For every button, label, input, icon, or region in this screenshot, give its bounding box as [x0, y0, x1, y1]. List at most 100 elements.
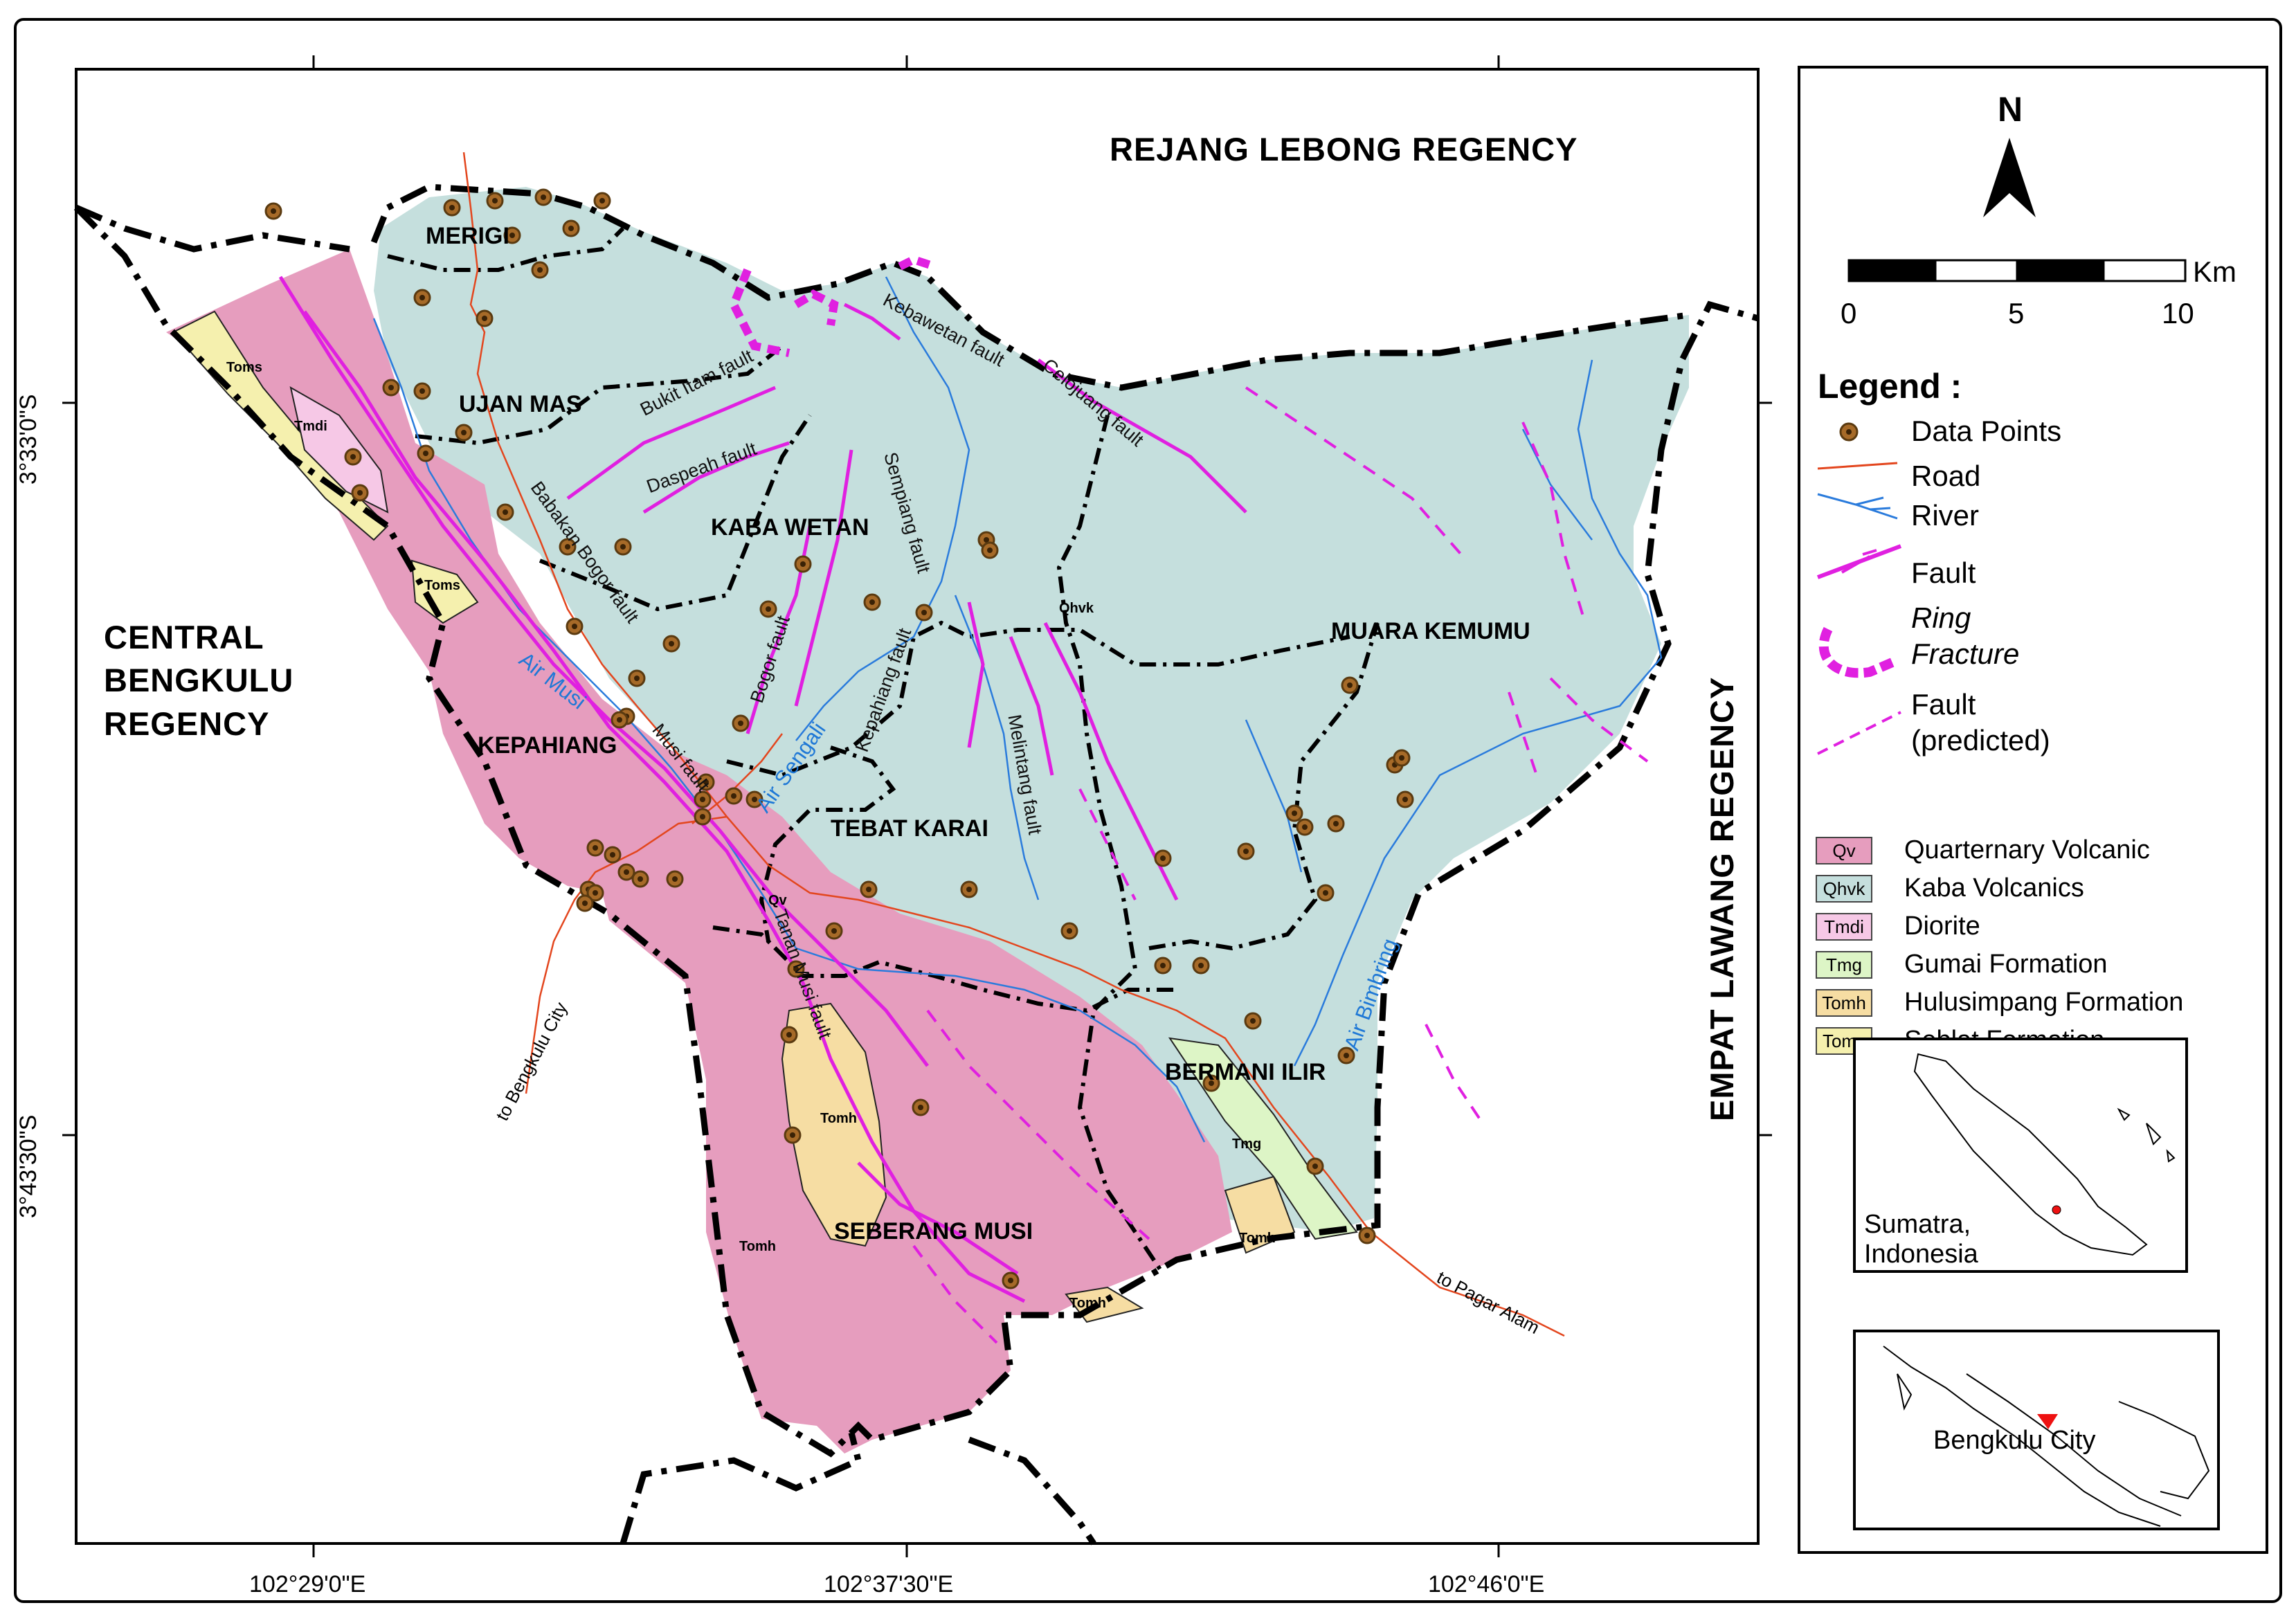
north-arrow-icon	[1983, 138, 2036, 217]
unit-swatch: Tomh	[1816, 989, 1872, 1017]
data-point-center	[1160, 855, 1166, 861]
data-point-center	[492, 198, 498, 203]
data-point-center	[419, 388, 425, 394]
data-point-center	[752, 797, 757, 802]
tomh-unit-2	[1224, 1175, 1296, 1254]
data-point-center	[1067, 928, 1072, 934]
unit-swatch: Qv	[1816, 837, 1872, 864]
unit-label-toms-2: Toms	[424, 578, 460, 593]
data-point-center	[419, 295, 425, 300]
unit-swatch: Qhvk	[1816, 875, 1872, 903]
roads	[462, 152, 1565, 1337]
data-point-center	[786, 1032, 792, 1038]
unit-name: Diorite	[1904, 912, 1980, 941]
area-merigi: MERIGI	[426, 223, 509, 249]
river-symbol-icon	[1817, 493, 1898, 520]
tmdi-unit	[289, 386, 389, 514]
data-point-center	[624, 869, 629, 875]
legend-predicted-1: Fault	[1911, 688, 1976, 721]
data-point-center	[918, 1105, 923, 1110]
data-point-center	[672, 876, 678, 882]
data-point-center	[793, 966, 799, 972]
data-point-center	[617, 717, 622, 723]
area-ujan-mas: UJAN MAS	[459, 391, 582, 417]
data-point-center	[869, 599, 875, 605]
data-point-center	[1323, 890, 1328, 896]
legend-river: River	[1911, 499, 1980, 532]
regency-boundary	[73, 183, 1760, 1546]
data-point-center	[610, 852, 615, 858]
legend-road: Road	[1911, 460, 1981, 492]
data-point-center	[509, 233, 515, 238]
scale-bar	[1847, 259, 2187, 282]
data-point-center	[1209, 1080, 1214, 1086]
data-point-center	[449, 205, 455, 210]
area-tebat-karai: TEBAT KARAI	[831, 815, 988, 842]
data-point-center	[866, 887, 871, 892]
data-point-center	[482, 316, 487, 321]
data-point-center	[790, 1132, 795, 1138]
scale-unit: Km	[2193, 255, 2236, 288]
bengkulu-outline	[1883, 1346, 2210, 1527]
data-point-center	[1292, 810, 1297, 816]
data-point-center	[987, 547, 993, 553]
inset-bengkulu-label: Bengkulu City	[1933, 1426, 2096, 1455]
data-point-center	[984, 537, 989, 543]
data-point-center	[831, 928, 837, 934]
tomh-unit-1	[781, 1002, 887, 1247]
data-point-center	[731, 793, 736, 799]
data-point-center	[921, 610, 927, 615]
data-point-center	[1302, 824, 1308, 830]
unit-name: Kaba Volcanics	[1904, 873, 2084, 903]
inset-sumatra-label-2: Indonesia	[1864, 1240, 1978, 1269]
data-point-center	[388, 385, 394, 390]
data-point-center	[582, 900, 588, 906]
data-point-center	[1402, 797, 1408, 802]
inset-bengkulu: Bengkulu City	[1853, 1330, 2220, 1530]
data-point-center	[599, 198, 605, 203]
coord-lon-3: 102°46'0"E	[1428, 1571, 1545, 1597]
unit-label-qv: Qv	[768, 893, 787, 908]
ring-fracture-icon	[1818, 626, 1899, 678]
qhvk-unit	[374, 187, 1689, 1232]
unit-label-tomh-4: Tomh	[1069, 1296, 1106, 1311]
unit-label-qhvk: Qhvk	[1059, 601, 1094, 616]
area-bermani-ilir: BERMANI ILIR	[1165, 1059, 1326, 1085]
data-point-center	[461, 430, 467, 435]
ring-fractures	[729, 255, 936, 357]
legend-ring-1: Ring	[1911, 601, 1971, 634]
data-point-center	[357, 490, 363, 496]
data-point-center	[634, 676, 640, 681]
data-point-center	[766, 606, 771, 612]
data-point-center	[1312, 1163, 1318, 1169]
region-west-1: CENTRAL	[104, 619, 264, 655]
qv-unit	[166, 249, 1232, 1454]
fault-symbol-icon	[1816, 544, 1902, 579]
region-west-2: BENGKULU	[104, 662, 294, 698]
data-point-center	[593, 890, 598, 896]
coord-lon-1: 102°29'0"E	[249, 1571, 366, 1597]
legend-fault: Fault	[1911, 556, 1976, 589]
data-point-center	[1347, 682, 1353, 688]
region-west-3: REGENCY	[104, 705, 270, 742]
data-point-center	[565, 544, 570, 550]
coord-lat-2: 3°43'30"S	[15, 1114, 42, 1218]
scale-tick-10: 10	[2162, 297, 2194, 329]
data-point-center	[423, 451, 428, 456]
data-point-center	[1344, 1053, 1349, 1058]
data-points	[264, 188, 1414, 1289]
coord-lat-1: 3°33'0"S	[15, 394, 42, 485]
data-point-center	[568, 226, 574, 231]
data-point-center	[638, 876, 643, 882]
data-point-center	[1364, 1233, 1370, 1238]
north-label: N	[1998, 90, 2023, 129]
region-east: EMPAT LAWANG REGENCY	[1703, 676, 1740, 1121]
graticule-ticks	[62, 55, 1772, 1557]
data-point-center	[572, 624, 577, 629]
unit-name: Quarternary Volcanic	[1904, 835, 2150, 864]
data-point-center	[800, 561, 806, 567]
toms-unit-2	[410, 559, 479, 624]
legend-predicted-2: (predicted)	[1911, 724, 2050, 757]
coord-lon-2: 102°37'30"E	[824, 1571, 954, 1597]
